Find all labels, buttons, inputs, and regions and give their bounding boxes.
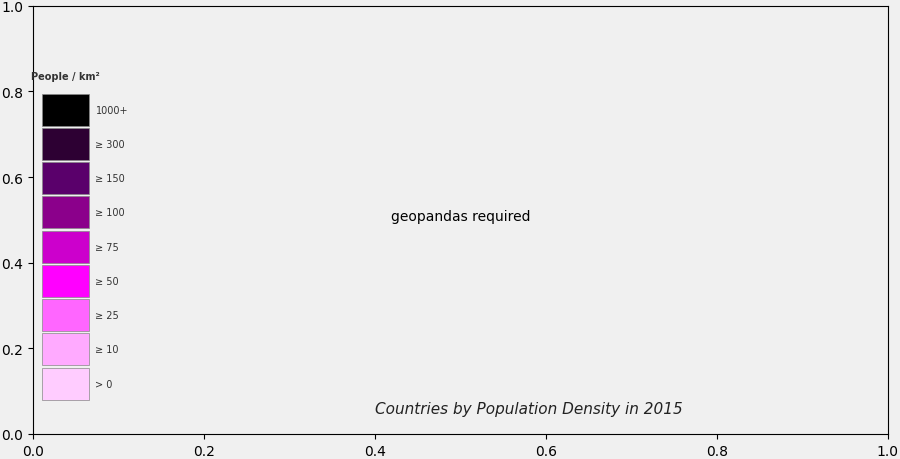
FancyBboxPatch shape [41,265,89,297]
Text: > 0: > 0 [95,379,112,389]
Text: ≥ 75: ≥ 75 [95,242,119,252]
FancyBboxPatch shape [41,334,89,366]
FancyBboxPatch shape [41,95,89,126]
Text: ≥ 150: ≥ 150 [95,174,125,184]
FancyBboxPatch shape [41,368,89,400]
FancyBboxPatch shape [41,163,89,195]
FancyBboxPatch shape [41,197,89,229]
FancyBboxPatch shape [41,299,89,331]
Text: ≥ 25: ≥ 25 [95,310,119,320]
Text: ≥ 50: ≥ 50 [95,276,119,286]
Text: 1000+: 1000+ [95,106,128,115]
FancyBboxPatch shape [41,231,89,263]
FancyBboxPatch shape [41,129,89,161]
Text: ≥ 10: ≥ 10 [95,345,119,355]
Text: geopandas required: geopandas required [391,209,530,224]
Text: ≥ 100: ≥ 100 [95,208,125,218]
Text: ≥ 300: ≥ 300 [95,140,125,150]
Text: Countries by Population Density in 2015: Countries by Population Density in 2015 [374,401,682,416]
Text: People / km²: People / km² [31,72,100,82]
